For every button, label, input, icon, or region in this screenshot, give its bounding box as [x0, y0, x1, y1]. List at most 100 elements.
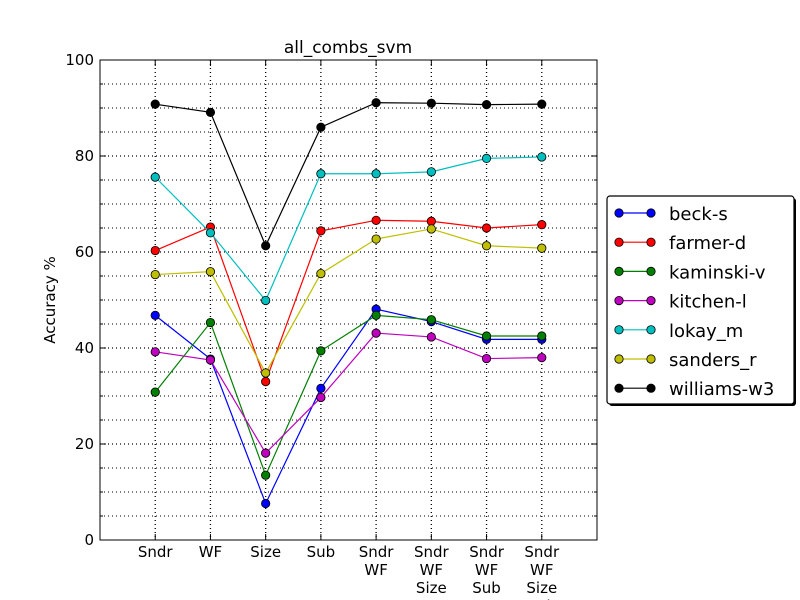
data-point-kitchen-l: [150, 347, 160, 357]
data-point-kaminski-v: [316, 346, 326, 356]
data-point-beck-s: [261, 498, 271, 509]
data-point-sanders_r: [150, 269, 160, 280]
legend-label: sanders_r: [669, 350, 757, 371]
x-tick-label-line: Size: [250, 543, 281, 561]
data-point-kaminski-v: [261, 470, 271, 480]
legend-label: beck-s: [669, 204, 728, 225]
data-point-kaminski-v: [205, 317, 216, 328]
legend-marker: [646, 383, 656, 393]
data-point-williams-w3: [426, 98, 436, 108]
data-point-sanders_r: [261, 368, 271, 378]
series-line-beck-s: [154, 308, 542, 506]
legend-marker: [646, 354, 656, 364]
data-point-lokay_m: [371, 169, 381, 179]
series-line-williams-w3: [155, 102, 542, 248]
data-point-williams-w3: [205, 107, 216, 117]
x-tick-label-line: Size: [526, 579, 557, 597]
y-tick-label: 100: [65, 51, 94, 69]
x-tick-label-line: WF: [420, 561, 443, 579]
x-tick-label-line: WF: [199, 543, 222, 561]
data-point-kitchen-l: [537, 352, 547, 363]
x-tick-label: Sndr WF Sub: [469, 543, 505, 597]
data-point-kaminski-v: [537, 331, 547, 341]
x-tick-label: Size: [250, 543, 281, 561]
x-tick-label-line: Sub: [307, 543, 336, 561]
x-tick-label-line: Sndr: [414, 543, 450, 561]
legend-marker: [614, 383, 624, 393]
data-point-sanders_r: [316, 268, 326, 279]
data-point-lokay_m: [205, 228, 216, 238]
data-point-farmer-d: [537, 220, 547, 230]
legend-label: williams-w3: [669, 379, 774, 400]
data-point-kitchen-l: [371, 328, 381, 338]
x-tick-label-line: Sub: [527, 597, 556, 600]
y-tick-label: 0: [84, 531, 94, 549]
data-point-sanders_r: [371, 234, 381, 244]
x-tick-label-line: Sndr: [359, 543, 395, 561]
legend-marker: [614, 295, 624, 306]
legend-label: kaminski-v: [669, 262, 766, 283]
data-point-farmer-d: [371, 215, 381, 225]
data-point-kitchen-l: [205, 355, 216, 365]
series-line-kitchen-l: [155, 332, 542, 455]
data-point-williams-w3: [481, 100, 492, 110]
legend-label: kitchen-l: [669, 292, 747, 313]
data-point-beck-s: [316, 383, 326, 393]
data-point-beck-s: [150, 310, 160, 320]
data-point-lokay_m: [481, 153, 492, 163]
data-point-lokay_m: [150, 172, 160, 182]
data-point-kitchen-l: [316, 392, 326, 403]
legend-marker: [614, 266, 624, 276]
series-line-kaminski-v: [154, 314, 542, 477]
legend-marker: [646, 295, 656, 306]
x-tick-label-line: Sndr: [469, 543, 505, 561]
x-tick-label: Sndr WF Size: [414, 543, 450, 597]
legend-label: farmer-d: [669, 233, 746, 254]
data-point-kitchen-l: [426, 332, 436, 342]
x-tick-label-line: Size: [416, 579, 447, 597]
data-point-kaminski-v: [150, 387, 160, 397]
chart-title: all_combs_svm: [284, 38, 412, 58]
x-tick-label-line: WF: [364, 561, 387, 579]
legend-marker: [646, 325, 656, 335]
data-point-lokay_m: [537, 152, 547, 162]
data-point-williams-w3: [261, 241, 271, 251]
data-point-kaminski-v: [371, 310, 381, 320]
series-line-sanders_r: [155, 228, 542, 375]
data-point-kitchen-l: [481, 353, 492, 364]
data-point-lokay_m: [261, 295, 271, 306]
data-point-lokay_m: [426, 167, 436, 177]
data-point-williams-w3: [316, 122, 326, 132]
x-tick-label-line: Sub: [472, 579, 501, 597]
x-tick-label-line: Sndr: [524, 543, 560, 561]
legend-marker: [646, 266, 656, 276]
data-point-farmer-d: [316, 226, 326, 236]
data-point-kaminski-v: [426, 315, 436, 325]
x-tick-label: WF: [199, 543, 222, 561]
data-point-sanders_r: [426, 224, 436, 234]
legend-marker: [646, 208, 656, 218]
series-line-lokay_m: [154, 156, 542, 302]
legend: beck-s farmer-d kaminski-v kitchen-l lokay_m…: [606, 195, 796, 406]
data-point-farmer-d: [150, 245, 160, 256]
data-point-williams-w3: [150, 99, 160, 109]
series-line-farmer-d: [154, 219, 542, 384]
series-lines: [150, 98, 547, 509]
x-tick-label: Sndr WF: [359, 543, 395, 579]
legend-marker: [614, 237, 624, 247]
data-point-williams-w3: [537, 99, 547, 109]
y-tick-label: 60: [75, 243, 94, 261]
legend-label: lokay_m: [669, 321, 743, 342]
x-tick-label: Sub: [307, 543, 336, 561]
x-tick-label-line: WF: [475, 561, 498, 579]
data-point-sanders_r: [537, 243, 547, 253]
data-point-farmer-d: [426, 216, 436, 226]
grid: [100, 60, 597, 540]
data-point-farmer-d: [481, 223, 492, 233]
legend-marker: [646, 237, 656, 247]
x-tick-label-line: Sndr: [138, 543, 174, 561]
data-point-lokay_m: [316, 169, 326, 179]
